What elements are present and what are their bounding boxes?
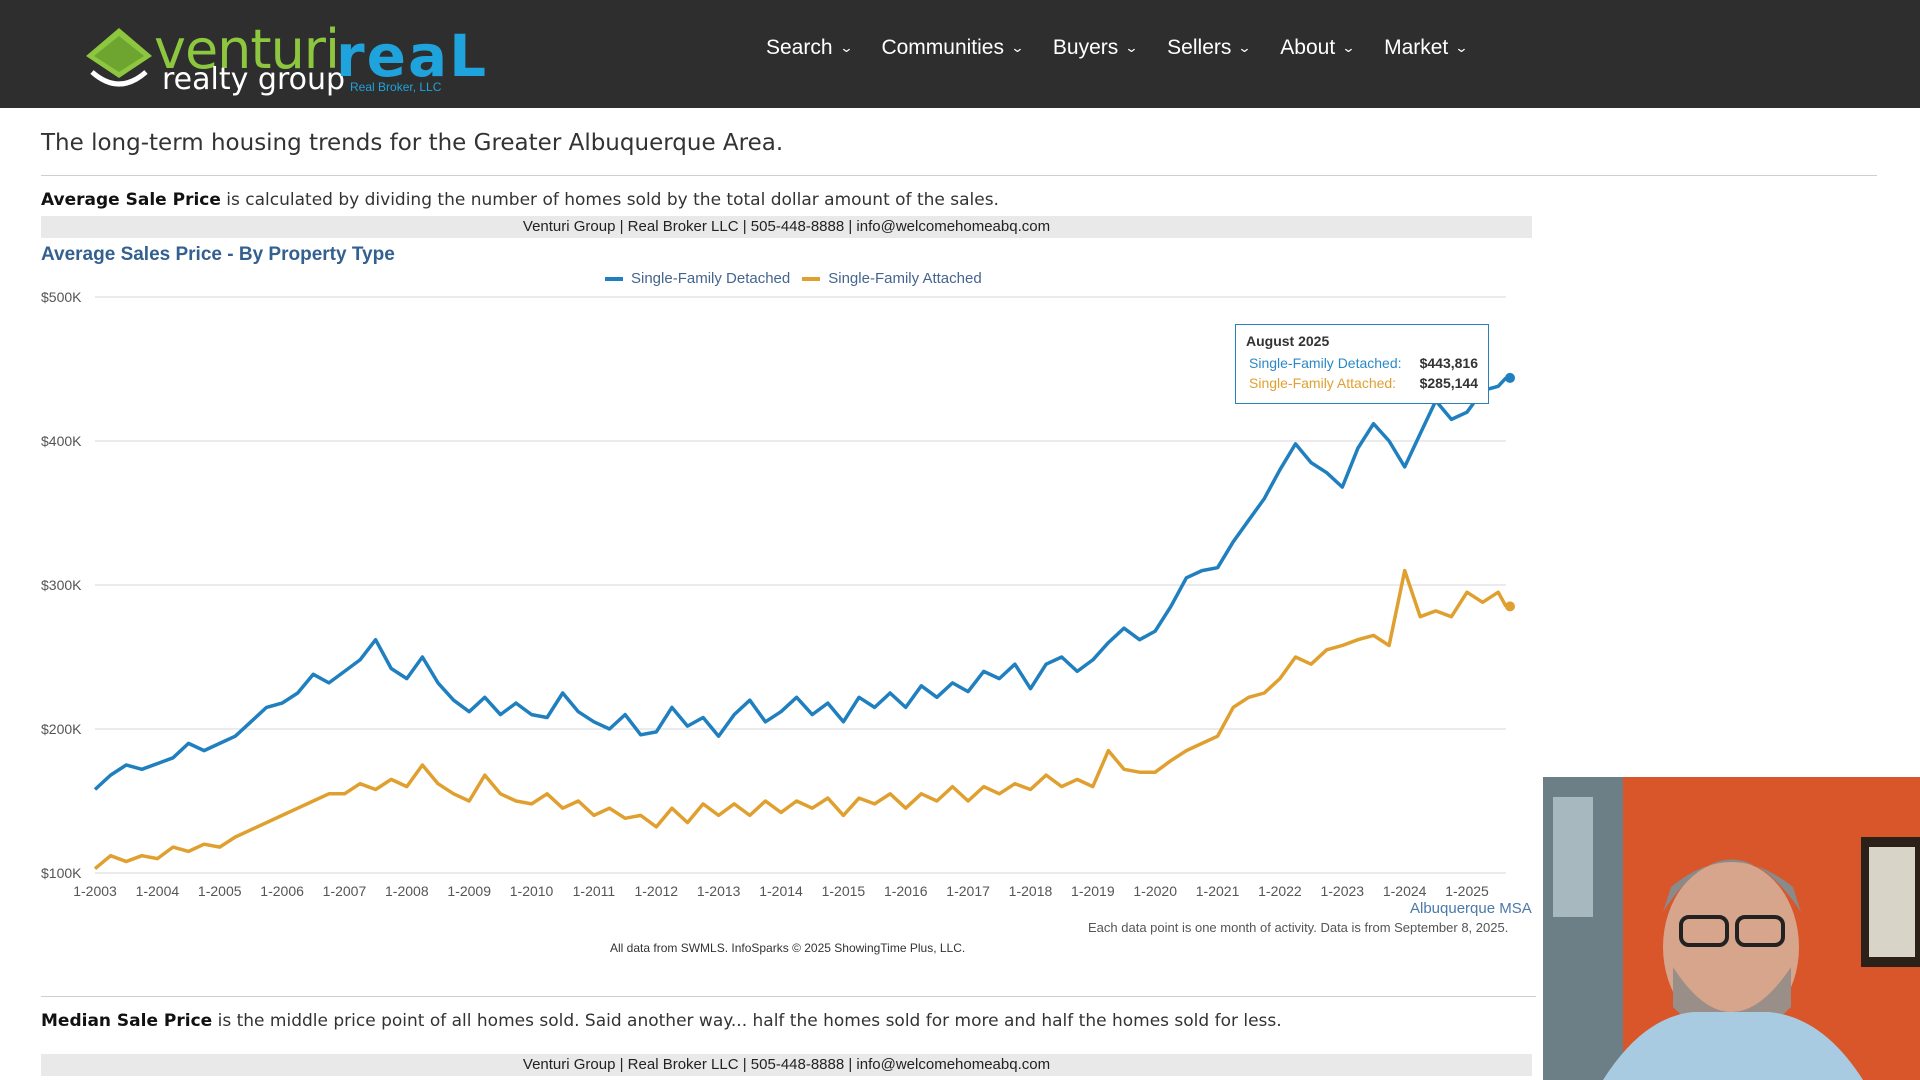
chart-title: Average Sales Price - By Property Type (41, 244, 395, 265)
chart-legend: Single-Family Detached Single-Family Att… (605, 270, 982, 287)
legend-item-attached[interactable]: Single-Family Attached (802, 270, 982, 287)
data-point-detached-latest[interactable] (1505, 372, 1515, 383)
series-line-attached[interactable] (93, 568, 1508, 871)
tooltip-row-attached: Single-Family Attached: $285,144 (1246, 375, 1478, 391)
y-tick-label: $200K (41, 721, 82, 737)
page-intro: The long-term housing trends for the Gre… (41, 130, 784, 156)
chevron-down-icon: ⌄ (1124, 40, 1139, 55)
presenter-video (1543, 777, 1920, 1080)
logo-real-broker-text: Real Broker, LLC (350, 80, 442, 94)
chart-note: Each data point is one month of activity… (1088, 920, 1509, 935)
webcam-overlay (1543, 777, 1920, 1080)
x-tick-label: 1-2021 (1196, 883, 1240, 899)
y-tick-label: $300K (41, 577, 82, 593)
x-tick-label: 1-2017 (946, 883, 990, 899)
tooltip-title: August 2025 (1246, 333, 1330, 349)
tooltip-label-attached: Single-Family Attached: (1249, 375, 1397, 391)
y-tick-label: $500K (41, 289, 82, 305)
x-tick-label: 1-2004 (136, 883, 180, 899)
y-tick-label: $100K (41, 865, 82, 881)
chevron-down-icon: ⌄ (1341, 40, 1356, 55)
x-tick-label: 1-2007 (323, 883, 367, 899)
x-tick-label: 1-2011 (573, 883, 616, 899)
divider (41, 175, 1877, 176)
x-tick-label: 1-2005 (198, 883, 242, 899)
x-tick-label: 1-2013 (697, 883, 741, 899)
series-line-detached[interactable] (93, 376, 1508, 791)
nav-about[interactable]: About ⌄ (1280, 36, 1356, 60)
x-tick-label: 1-2016 (884, 883, 928, 899)
albuquerque-msa-label: Albuquerque MSA (1410, 900, 1532, 917)
legend-item-detached[interactable]: Single-Family Detached (605, 270, 790, 287)
median-price-term: Median Sale Price (41, 1011, 213, 1031)
x-tick-label: 1-2006 (260, 883, 304, 899)
site-logo[interactable]: venturi realty group reaL Real Broker, L… (84, 18, 486, 98)
nav-market-label: Market (1384, 36, 1449, 59)
logo-real-text: reaL (336, 22, 489, 90)
x-tick-label: 1-2014 (759, 883, 803, 899)
x-tick-label: 1-2023 (1320, 883, 1364, 899)
median-price-text: is the middle price point of all homes s… (212, 1011, 1282, 1031)
chart-source: All data from SWMLS. InfoSparks © 2025 S… (610, 941, 966, 955)
nav-buyers[interactable]: Buyers ⌄ (1052, 36, 1139, 60)
nav-about-label: About (1280, 36, 1336, 59)
chart-tooltip: August 2025 Single-Family Detached: $443,… (1235, 324, 1489, 404)
median-price-definition: Median Sale Price is the middle price po… (41, 1011, 1282, 1031)
x-tick-label: 1-2019 (1071, 883, 1115, 899)
tooltip-label-detached: Single-Family Detached: (1249, 355, 1402, 371)
nav-sellers[interactable]: Sellers ⌄ (1167, 36, 1252, 60)
nav-sellers-label: Sellers (1167, 36, 1232, 59)
x-tick-label: 1-2015 (822, 883, 866, 899)
x-tick-label: 1-2008 (385, 883, 429, 899)
chevron-down-icon: ⌄ (838, 40, 854, 55)
nav-communities-label: Communities (881, 36, 1004, 59)
avg-price-term: Average Sale Price (41, 190, 221, 210)
contact-bar: Venturi Group | Real Broker LLC | 505-44… (41, 1054, 1532, 1076)
avg-price-definition: Average Sale Price is calculated by divi… (41, 190, 999, 210)
nav-search[interactable]: Search ⌄ (766, 36, 854, 60)
x-tick-label: 1-2025 (1445, 883, 1489, 899)
tooltip-value-attached: $285,144 (1419, 375, 1478, 391)
main-nav: Search ⌄ Communities ⌄ Buyers ⌄ Sellers ⌄ Ab… (766, 36, 1497, 60)
x-tick-label: 1-2003 (73, 883, 117, 899)
chevron-down-icon: ⌄ (1010, 40, 1025, 55)
legend-swatch-attached (802, 277, 821, 282)
tooltip-row-detached: Single-Family Detached: $443,816 (1246, 355, 1478, 371)
x-tick-label: 1-2022 (1258, 883, 1302, 899)
data-point-attached-latest[interactable] (1505, 601, 1515, 612)
x-tick-label: 1-2024 (1383, 883, 1427, 899)
x-tick-label: 1-2012 (634, 883, 678, 899)
nav-market[interactable]: Market ⌄ (1384, 36, 1469, 60)
nav-communities[interactable]: Communities ⌄ (881, 36, 1025, 60)
legend-label-detached: Single-Family Detached (631, 270, 791, 287)
logo-realty-group-text: realty group (162, 62, 346, 97)
line-chart[interactable]: $100K $200K $300K $400K $500K 1-2003 1-2004 1-… (0, 280, 1560, 930)
top-navbar: venturi realty group reaL Real Broker, L… (0, 0, 1920, 108)
avg-price-text: is calculated by dividing the number of … (220, 190, 999, 210)
chevron-down-icon: ⌄ (1237, 40, 1252, 55)
house-logo-icon (86, 28, 152, 87)
x-tick-label: 1-2010 (510, 883, 554, 899)
logo-venturi-text: venturi (154, 18, 340, 81)
x-tick-label: 1-2018 (1009, 883, 1053, 899)
chevron-down-icon: ⌄ (1454, 40, 1469, 55)
nav-search-label: Search (766, 36, 833, 59)
nav-buyers-label: Buyers (1052, 36, 1119, 59)
x-tick-label: 1-2020 (1133, 883, 1177, 899)
legend-label-attached: Single-Family Attached (828, 270, 982, 287)
x-tick-label: 1-2009 (447, 883, 491, 899)
divider (41, 996, 1536, 997)
y-tick-label: $400K (41, 433, 82, 449)
contact-bar: Venturi Group | Real Broker LLC | 505-44… (41, 216, 1532, 238)
legend-swatch-detached (605, 277, 623, 282)
tooltip-value-detached: $443,816 (1419, 355, 1478, 371)
